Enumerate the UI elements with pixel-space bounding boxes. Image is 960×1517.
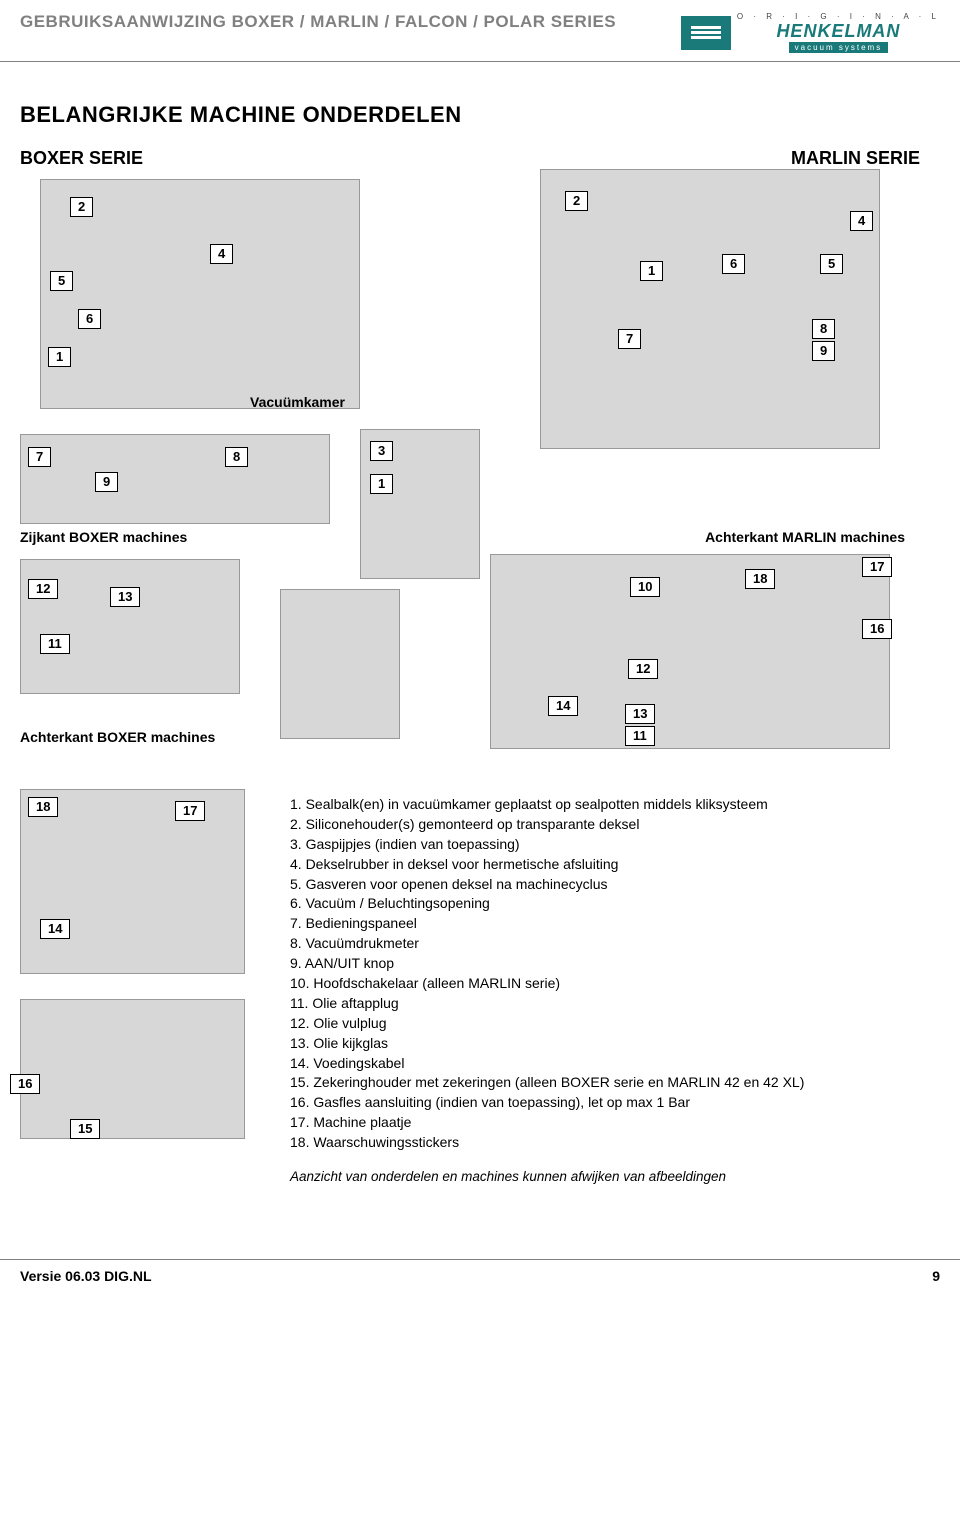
legend-note: Aanzicht van onderdelen en machines kunn… bbox=[290, 1168, 920, 1186]
callout-label: 12 bbox=[28, 579, 58, 599]
boxer-side-image bbox=[20, 434, 330, 524]
chamber-detail2-image bbox=[280, 589, 400, 739]
callout-label: 12 bbox=[628, 659, 658, 679]
logo-subtitle: vacuum systems bbox=[789, 42, 889, 53]
legend-item: 15. Zekeringhouder met zekeringen (allee… bbox=[290, 1073, 920, 1092]
footer: Versie 06.03 DIG.NL 9 bbox=[0, 1259, 960, 1300]
marlin-series-label: MARLIN SERIE bbox=[791, 148, 920, 169]
callout-label: 18 bbox=[745, 569, 775, 589]
section-title: BELANGRIJKE MACHINE ONDERDELEN bbox=[20, 102, 960, 128]
callout-label: 7 bbox=[28, 447, 51, 467]
legend-item: 5. Gasveren voor openen deksel na machin… bbox=[290, 875, 920, 894]
callout-label: 2 bbox=[70, 197, 93, 217]
logo-name: HENKELMAN bbox=[776, 21, 900, 42]
legend-item: 13. Olie kijkglas bbox=[290, 1034, 920, 1053]
vacuumkamer-label: Vacuümkamer bbox=[250, 394, 345, 410]
legend-item: 1. Sealbalk(en) in vacuümkamer geplaatst… bbox=[290, 795, 920, 814]
callout-label: 8 bbox=[812, 319, 835, 339]
legend-item: 2. Siliconehouder(s) gemonteerd op trans… bbox=[290, 815, 920, 834]
callout-label: 17 bbox=[175, 801, 205, 821]
header: GEBRUIKSAANWIJZING BOXER / MARLIN / FALC… bbox=[0, 0, 960, 62]
callout-label: 10 bbox=[630, 577, 660, 597]
version-label: Versie 06.03 DIG.NL bbox=[20, 1268, 152, 1284]
marlin-back-image bbox=[490, 554, 890, 749]
callout-label: 16 bbox=[862, 619, 892, 639]
callout-label: 1 bbox=[640, 261, 663, 281]
marlin-main-image bbox=[540, 169, 880, 449]
callout-label: 15 bbox=[70, 1119, 100, 1139]
logo-mark-icon bbox=[681, 16, 731, 50]
series-row: BOXER SERIE MARLIN SERIE bbox=[0, 148, 960, 169]
legend-item: 12. Olie vulplug bbox=[290, 1014, 920, 1033]
logo-supertitle: O · R · I · G · I · N · A · L bbox=[737, 12, 940, 21]
achterkant-boxer-label: Achterkant BOXER machines bbox=[20, 729, 215, 745]
callout-label: 4 bbox=[850, 211, 873, 231]
callout-label: 16 bbox=[10, 1074, 40, 1094]
callout-label: 11 bbox=[625, 726, 655, 746]
callout-label: 6 bbox=[722, 254, 745, 274]
callout-label: 17 bbox=[862, 557, 892, 577]
boxer-series-label: BOXER SERIE bbox=[20, 148, 143, 169]
legend-item: 7. Bedieningspaneel bbox=[290, 914, 920, 933]
boxer-back2-image bbox=[20, 999, 245, 1139]
logo-text: O · R · I · G · I · N · A · L HENKELMAN … bbox=[737, 12, 940, 53]
callout-label: 7 bbox=[618, 329, 641, 349]
callout-label: 9 bbox=[95, 472, 118, 492]
legend-item: 16. Gasfles aansluiting (indien van toep… bbox=[290, 1093, 920, 1112]
callout-label: 14 bbox=[40, 919, 70, 939]
callout-label: 13 bbox=[110, 587, 140, 607]
legend-item: 8. Vacuümdrukmeter bbox=[290, 934, 920, 953]
callout-label: 13 bbox=[625, 704, 655, 724]
callout-label: 1 bbox=[370, 474, 393, 494]
brand-logo: O · R · I · G · I · N · A · L HENKELMAN … bbox=[681, 12, 940, 53]
callout-label: 5 bbox=[50, 271, 73, 291]
callout-label: 18 bbox=[28, 797, 58, 817]
manual-title: GEBRUIKSAANWIJZING BOXER / MARLIN / FALC… bbox=[20, 12, 616, 32]
callout-label: 8 bbox=[225, 447, 248, 467]
legend-item: 10. Hoofdschakelaar (alleen MARLIN serie… bbox=[290, 974, 920, 993]
legend-item: 6. Vacuüm / Beluchtingsopening bbox=[290, 894, 920, 913]
callout-label: 1 bbox=[48, 347, 71, 367]
callout-label: 6 bbox=[78, 309, 101, 329]
legend-item: 3. Gaspijpjes (indien van toepassing) bbox=[290, 835, 920, 854]
legend-item: 4. Dekselrubber in deksel voor hermetisc… bbox=[290, 855, 920, 874]
callout-label: 14 bbox=[548, 696, 578, 716]
callout-label: 3 bbox=[370, 441, 393, 461]
achterkant-marlin-label: Achterkant MARLIN machines bbox=[705, 529, 905, 545]
callout-label: 4 bbox=[210, 244, 233, 264]
parts-legend: 1. Sealbalk(en) in vacuümkamer geplaatst… bbox=[290, 795, 920, 1187]
callout-label: 2 bbox=[565, 191, 588, 211]
diagram-area: 2 4 5 6 1 Vacuümkamer 2 4 1 6 5 7 8 9 7 … bbox=[0, 169, 960, 789]
legend-area: 18 17 14 16 15 1. Sealbalk(en) in vacuüm… bbox=[0, 789, 960, 1249]
legend-item: 17. Machine plaatje bbox=[290, 1113, 920, 1132]
callout-label: 9 bbox=[812, 341, 835, 361]
legend-item: 11. Olie aftapplug bbox=[290, 994, 920, 1013]
zijkant-boxer-label: Zijkant BOXER machines bbox=[20, 529, 187, 545]
boxer-back1-image bbox=[20, 789, 245, 974]
legend-item: 14. Voedingskabel bbox=[290, 1054, 920, 1073]
callout-label: 11 bbox=[40, 634, 70, 654]
legend-item: 18. Waarschuwingsstickers bbox=[290, 1133, 920, 1152]
page-number: 9 bbox=[932, 1268, 940, 1284]
callout-label: 5 bbox=[820, 254, 843, 274]
legend-item: 9. AAN/UIT knop bbox=[290, 954, 920, 973]
